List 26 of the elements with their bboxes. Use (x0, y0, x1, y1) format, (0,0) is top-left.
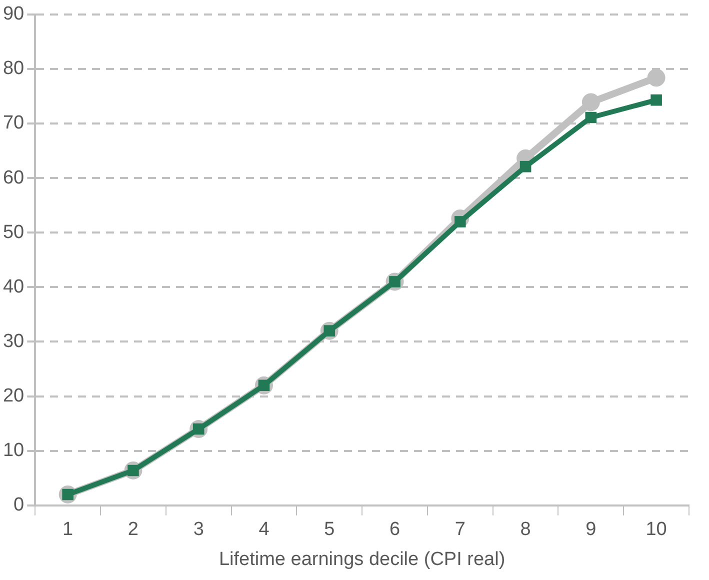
x-tick-label: 5 (324, 519, 335, 540)
y-tick-label: 80 (2, 58, 24, 80)
point (582, 93, 600, 112)
x-tick-label: 6 (389, 519, 400, 540)
x-tick-label: 4 (258, 519, 270, 540)
x-tick-label: 3 (193, 519, 204, 540)
y-tick-label: 90 (2, 4, 24, 25)
x-axis-title: Lifetime earnings decile (CPI real) (218, 548, 506, 570)
y-tick-label: 40 (2, 276, 24, 298)
y-tick-label: 0 (14, 494, 24, 516)
y-tick-label: 20 (2, 386, 24, 407)
point (520, 160, 532, 172)
point (647, 68, 666, 87)
y-tick-label: 70 (2, 112, 24, 134)
y-tick-label: 30 (2, 330, 24, 352)
x-tick-label: 10 (646, 519, 667, 540)
point (585, 112, 597, 124)
x-tick-label: 9 (586, 519, 596, 540)
x-tick-label: 2 (128, 519, 139, 540)
point (650, 94, 662, 106)
y-tick-label: 10 (2, 440, 24, 462)
x-tick-label: 8 (520, 519, 531, 540)
x-tick-label: 7 (454, 519, 466, 540)
y-tick-label: 60 (2, 167, 24, 188)
x-tick-label: 1 (62, 519, 74, 540)
y-tick-label: 50 (2, 222, 24, 243)
